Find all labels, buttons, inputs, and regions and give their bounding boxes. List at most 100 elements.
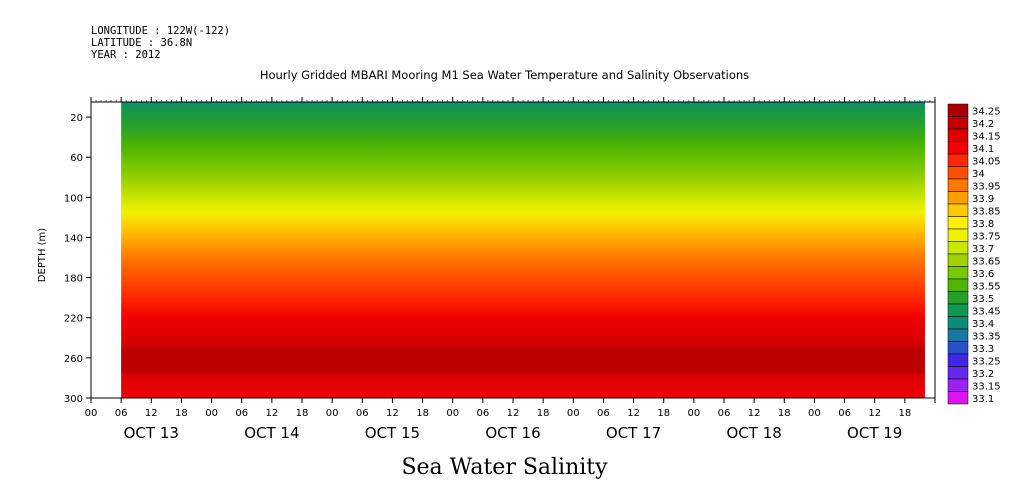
x-tick-label: 00 [85, 408, 98, 419]
colorbar-label: 33.25 [972, 356, 1001, 367]
colorbar-swatch [947, 141, 969, 155]
x-tick-label: 18 [296, 408, 309, 419]
x-tick-label: 18 [778, 408, 791, 419]
colorbar-label: 33.65 [972, 256, 1001, 267]
x-tick-label: 06 [838, 408, 851, 419]
location-metadata: LONGITUDE : 122W(-122) LATITUDE : 36.8N … [91, 25, 230, 61]
colorbar-label: 33.5 [972, 294, 994, 305]
x-tick-label: 00 [808, 408, 821, 419]
colorbar-label: 33.15 [972, 381, 1001, 392]
colorbar-label: 34.05 [972, 156, 1001, 167]
y-tick-label: 100 [64, 193, 83, 204]
plot-area [121, 102, 925, 398]
x-tick-label: 06 [718, 408, 731, 419]
colorbar-swatch [947, 291, 969, 305]
colorbar-label: 34.15 [972, 131, 1001, 142]
colorbar-label: 33.45 [972, 306, 1001, 317]
colorbar-swatch [947, 328, 969, 342]
x-tick-label: 06 [115, 408, 128, 419]
y-tick-label: 20 [70, 113, 83, 124]
colorbar-label: 34.2 [972, 119, 994, 130]
colorbar-swatch [947, 353, 969, 367]
colorbar-swatch [947, 153, 969, 167]
colorbar-swatch [947, 203, 969, 217]
colorbar-label: 33.4 [972, 319, 994, 330]
colorbar-swatch [947, 116, 969, 130]
colorbar-swatch [947, 128, 969, 142]
colorbar-swatch [947, 378, 969, 392]
x-day-label: OCT 16 [485, 424, 540, 442]
x-day-label: OCT 18 [726, 424, 781, 442]
high-salinity-band [121, 347, 925, 373]
colorbar-label: 33.85 [972, 206, 1001, 217]
colorbar-swatch [947, 191, 969, 205]
y-tick-label: 220 [64, 314, 83, 325]
colorbar-swatch [947, 316, 969, 330]
colorbar-label: 34.25 [972, 106, 1001, 117]
colorbar-swatch [947, 166, 969, 180]
colorbar-label: 33.8 [972, 219, 994, 230]
colorbar-label: 33.3 [972, 344, 994, 355]
colorbar-label: 33.55 [972, 281, 1001, 292]
colorbar-label: 33.35 [972, 331, 1001, 342]
latitude-label: LATITUDE : 36.8N [91, 37, 193, 49]
x-tick-label: 06 [597, 408, 610, 419]
chart-subtitle: Sea Water Salinity [401, 455, 608, 480]
x-tick-label: 12 [868, 408, 881, 419]
colorbar-label: 33.7 [972, 244, 994, 255]
colorbar-swatch [947, 391, 969, 405]
colorbar-label: 33.6 [972, 269, 994, 280]
colorbar-swatch [947, 253, 969, 267]
x-tick-label: 00 [687, 408, 700, 419]
colorbar-label: 33.75 [972, 231, 1001, 242]
colorbar-swatch [947, 178, 969, 192]
colorbar-swatch [947, 216, 969, 230]
x-tick-label: 12 [386, 408, 399, 419]
x-tick-label: 06 [356, 408, 369, 419]
colorbar-label: 34 [972, 169, 985, 180]
x-tick-label: 12 [748, 408, 761, 419]
colorbar-swatch [947, 241, 969, 255]
chart-title: Hourly Gridded MBARI Mooring M1 Sea Wate… [259, 68, 750, 82]
colorbar-swatch [947, 341, 969, 355]
x-tick-label: 12 [145, 408, 158, 419]
x-day-label: OCT 14 [244, 424, 299, 442]
x-tick-label: 18 [537, 408, 550, 419]
x-tick-label: 18 [898, 408, 911, 419]
colorbar-label: 34.1 [972, 144, 994, 155]
x-tick-label: 18 [416, 408, 429, 419]
x-tick-label: 18 [175, 408, 188, 419]
colorbar-swatch [947, 228, 969, 242]
x-tick-label: 12 [507, 408, 520, 419]
y-tick-label: 140 [64, 233, 83, 244]
colorbar-swatch [947, 266, 969, 280]
x-tick-label: 00 [326, 408, 339, 419]
colorbar-label: 33.1 [972, 394, 994, 405]
y-tick-label: 260 [64, 354, 83, 365]
longitude-label: LONGITUDE : 122W(-122) [91, 25, 231, 37]
year-label: YEAR : 2012 [91, 49, 161, 61]
x-tick-label: 00 [446, 408, 459, 419]
x-tick-label: 12 [627, 408, 640, 419]
colorbar-swatch [947, 278, 969, 292]
colorbar-swatch [947, 103, 969, 117]
colorbar-swatch [947, 303, 969, 317]
x-day-label: OCT 17 [606, 424, 661, 442]
x-day-label: OCT 13 [124, 424, 179, 442]
x-tick-label: 06 [476, 408, 489, 419]
colorbar-swatch [947, 366, 969, 380]
y-tick-label: 60 [70, 153, 83, 164]
x-day-label: OCT 15 [365, 424, 420, 442]
x-tick-label: 18 [657, 408, 670, 419]
x-tick-label: 06 [235, 408, 248, 419]
y-axis-label: DEPTH (m) [37, 228, 48, 282]
x-day-label: OCT 19 [847, 424, 902, 442]
y-tick-label: 300 [64, 394, 83, 405]
x-tick-label: 00 [567, 408, 580, 419]
x-tick-label: 00 [205, 408, 218, 419]
colorbar-label: 33.95 [972, 181, 1001, 192]
colorbar-label: 33.2 [972, 369, 994, 380]
